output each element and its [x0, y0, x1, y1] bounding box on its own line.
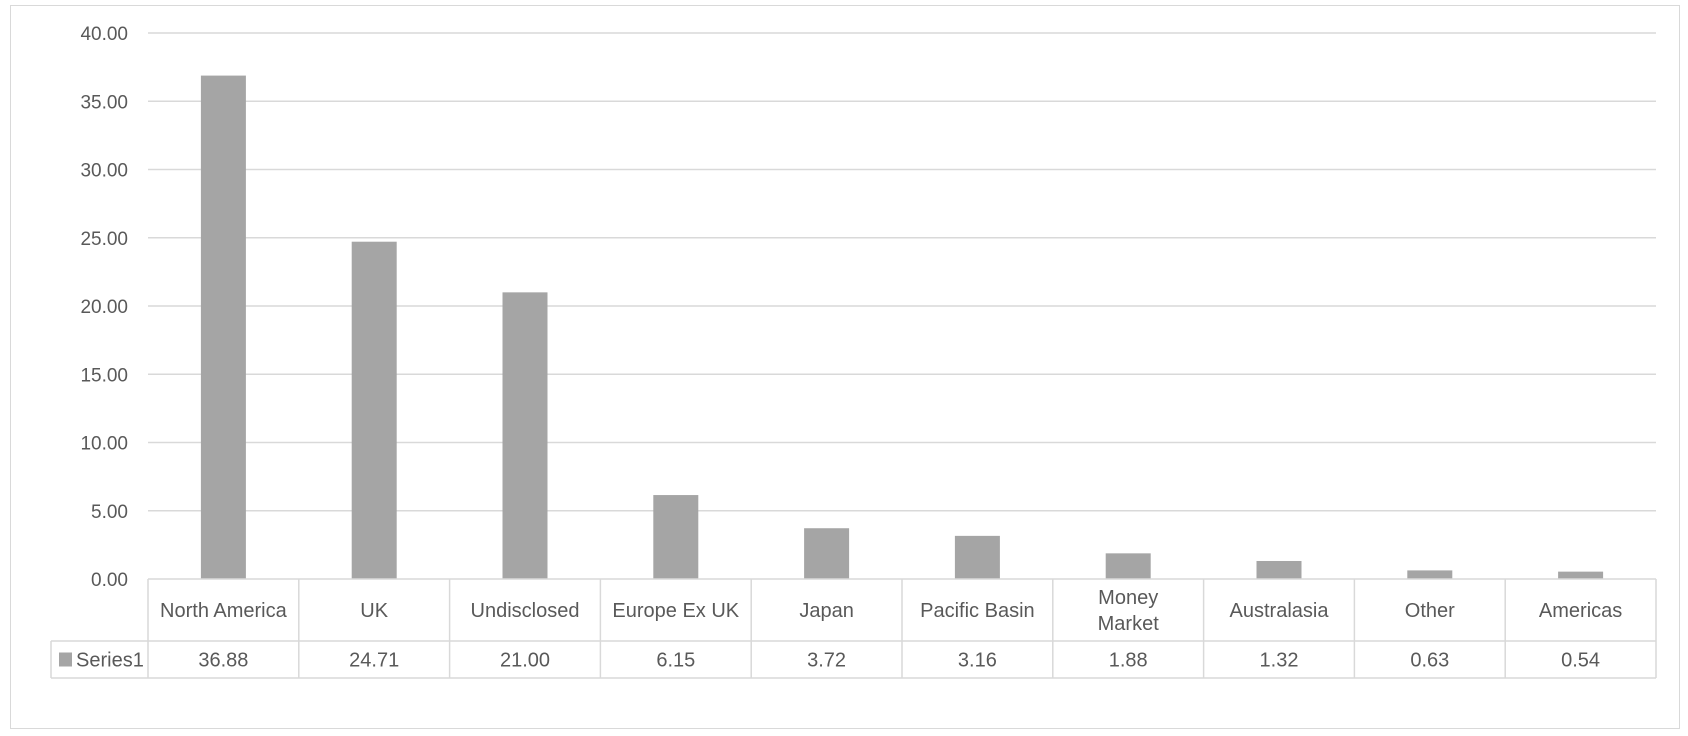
data-table-value: 0.63	[1410, 650, 1449, 672]
y-tick-label: 0.00	[91, 570, 128, 591]
data-table-value: 1.32	[1260, 650, 1299, 672]
y-tick-label: 15.00	[80, 365, 128, 386]
bar	[1105, 553, 1151, 579]
data-table-value: 21.00	[500, 650, 550, 672]
category-label: Market	[1098, 613, 1160, 635]
category-label: North America	[160, 600, 288, 622]
data-table-value: 3.72	[807, 650, 846, 672]
data-table-value: 24.71	[349, 650, 399, 672]
category-label: Other	[1405, 600, 1455, 622]
category-label: Japan	[799, 600, 854, 622]
bar	[954, 535, 1000, 579]
category-label: Australasia	[1230, 600, 1330, 622]
y-tick-label: 40.00	[80, 24, 128, 45]
category-label: Undisclosed	[471, 600, 580, 622]
data-table-value: 1.88	[1109, 650, 1148, 672]
y-tick-label: 25.00	[80, 229, 128, 250]
bar-chart: 0.00 5.00 10.00 15.00 20.00 25.00 30.00 35.00 40…	[50, 24, 1657, 679]
bar	[1558, 571, 1604, 579]
legend-label: Series1	[76, 650, 144, 672]
bar	[804, 528, 850, 579]
y-tick-label: 20.00	[80, 297, 128, 318]
legend-swatch	[59, 652, 72, 667]
data-table-value: 0.54	[1561, 650, 1600, 672]
y-tick-label: 30.00	[80, 161, 128, 182]
bar	[1407, 570, 1453, 579]
category-label: UK	[360, 600, 388, 622]
category-label: Money	[1098, 587, 1158, 609]
category-label: Americas	[1539, 600, 1622, 622]
y-tick-label: 10.00	[80, 434, 128, 455]
bar	[1256, 560, 1302, 579]
y-tick-label: 35.00	[80, 92, 128, 113]
chart-frame: 0.00 5.00 10.00 15.00 20.00 25.00 30.00 35.00 40…	[10, 5, 1680, 729]
bar	[653, 495, 699, 579]
bar	[200, 75, 246, 579]
y-tick-label: 5.00	[91, 502, 128, 523]
category-label: Pacific Basin	[920, 600, 1035, 622]
data-table-value: 3.16	[958, 650, 997, 672]
bar	[502, 292, 548, 579]
category-label: Europe Ex UK	[612, 600, 739, 622]
bar	[351, 241, 397, 579]
data-table-value: 6.15	[656, 650, 695, 672]
data-table-value: 36.88	[198, 650, 248, 672]
